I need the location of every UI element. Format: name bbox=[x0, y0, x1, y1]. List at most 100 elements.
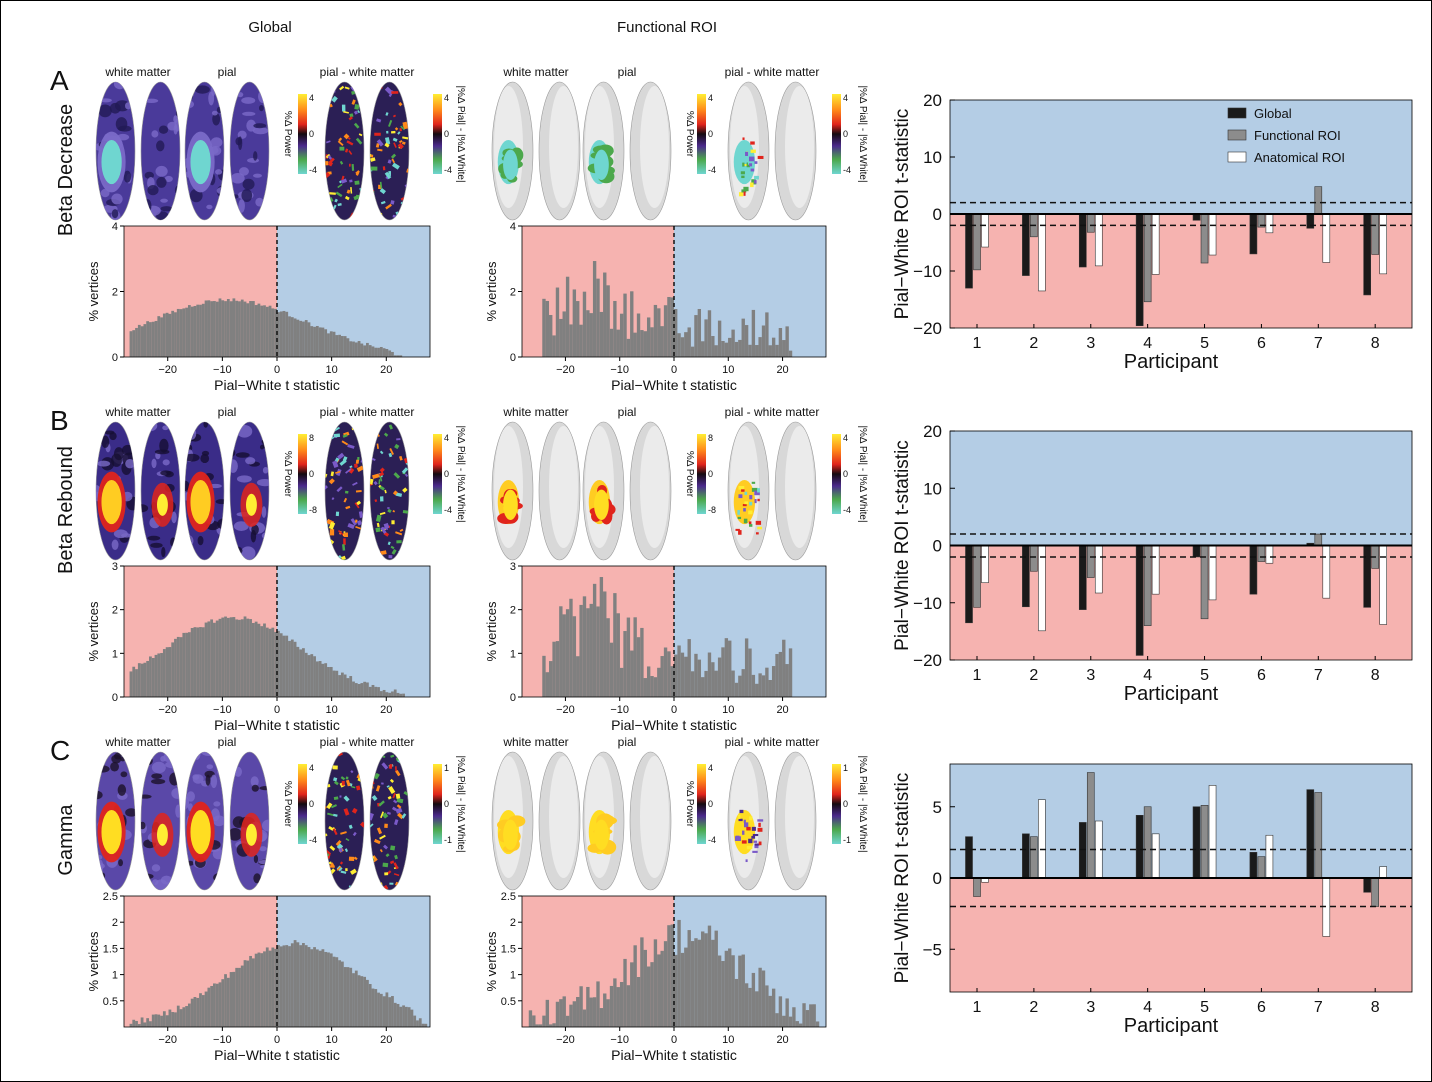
histogram-bar bbox=[663, 647, 668, 697]
texture-mark bbox=[256, 479, 269, 487]
bar-global bbox=[1249, 852, 1258, 879]
histogram-bar bbox=[416, 1020, 419, 1027]
histogram-bar bbox=[185, 307, 188, 357]
histogram-bar bbox=[755, 683, 759, 697]
texture-mark bbox=[118, 859, 123, 867]
texture-mark bbox=[253, 151, 258, 161]
x-tick-label: 10 bbox=[326, 364, 338, 376]
texture-mark bbox=[263, 755, 269, 761]
texture-mark bbox=[370, 480, 371, 486]
histogram-bar bbox=[221, 617, 225, 697]
colorbar-tick-label: 0 bbox=[309, 799, 314, 809]
colorbar-label: |%Δ Pial| - |%Δ White| bbox=[857, 425, 868, 522]
texture-mark bbox=[111, 539, 119, 550]
histogram-bar bbox=[758, 673, 762, 697]
colorbar-label: |%Δ Pial| - |%Δ White| bbox=[455, 85, 466, 182]
histogram-bar bbox=[243, 616, 247, 697]
histogram-bar bbox=[640, 330, 644, 357]
histogram-bar bbox=[343, 336, 347, 357]
histogram-bar bbox=[329, 331, 333, 357]
histogram-bar bbox=[327, 667, 330, 697]
histogram-bar bbox=[613, 593, 617, 697]
colorbar-tick-label: 8 bbox=[708, 433, 713, 443]
histogram-bar bbox=[552, 335, 556, 357]
texture-mark bbox=[378, 212, 383, 216]
texture-mark bbox=[325, 784, 331, 788]
legend-swatch bbox=[1227, 129, 1247, 141]
hemisphere-shade bbox=[640, 756, 669, 878]
texture-mark bbox=[395, 531, 403, 536]
texture-mark bbox=[205, 774, 211, 786]
texture-mark bbox=[377, 882, 383, 887]
x-tick-label: 0 bbox=[671, 1034, 677, 1046]
texture-mark bbox=[400, 83, 406, 90]
colorbar-diff bbox=[433, 764, 442, 844]
histogram-bar bbox=[549, 314, 553, 357]
texture-mark bbox=[388, 424, 394, 430]
histogram-bar bbox=[582, 291, 587, 357]
texture-mark bbox=[246, 119, 257, 132]
y-tick-label: 10 bbox=[923, 479, 942, 498]
y-tick-label: −10 bbox=[913, 594, 942, 613]
histogram-bar bbox=[393, 689, 397, 697]
texture-mark bbox=[355, 459, 360, 464]
texture-mark bbox=[331, 497, 335, 501]
texture-mark bbox=[370, 523, 372, 528]
roi-blob-core bbox=[503, 149, 518, 180]
histogram-bar bbox=[279, 633, 283, 697]
texture-mark bbox=[326, 802, 333, 810]
texture-mark bbox=[337, 452, 345, 460]
histogram-bar bbox=[151, 657, 155, 697]
histogram-bar bbox=[257, 952, 261, 1027]
histogram-bar bbox=[650, 327, 654, 357]
roi-diff-mark bbox=[750, 149, 756, 153]
histogram-bar bbox=[382, 348, 386, 357]
texture-mark bbox=[336, 866, 342, 871]
bar-global bbox=[1363, 545, 1371, 608]
roi-diff-mark bbox=[743, 819, 746, 823]
bar-anatomical bbox=[1208, 545, 1217, 601]
histogram-bar bbox=[129, 671, 133, 697]
histogram-bar bbox=[650, 962, 654, 1027]
texture-mark bbox=[171, 551, 176, 558]
y-tick-label: 20 bbox=[923, 422, 942, 441]
texture-mark bbox=[355, 525, 362, 530]
histogram-bar bbox=[149, 656, 152, 697]
texture-mark bbox=[395, 807, 403, 814]
histogram-bar bbox=[717, 320, 722, 357]
texture-mark bbox=[393, 819, 399, 826]
texture-mark bbox=[97, 460, 111, 467]
texture-mark bbox=[381, 782, 384, 785]
hemisphere-texture bbox=[370, 422, 409, 560]
histogram-bar bbox=[589, 603, 593, 697]
histogram-bar bbox=[771, 988, 776, 1027]
histogram-bar bbox=[226, 977, 230, 1027]
texture-mark bbox=[203, 422, 208, 428]
texture-mark bbox=[325, 473, 328, 478]
texture-mark bbox=[370, 157, 376, 162]
hemisphere-shade bbox=[640, 86, 669, 208]
histogram-bar bbox=[596, 606, 600, 697]
histogram-bar bbox=[335, 957, 339, 1027]
histogram-bar bbox=[565, 276, 570, 357]
texture-mark bbox=[337, 203, 342, 207]
texture-mark bbox=[330, 862, 335, 868]
activation-blob bbox=[190, 479, 211, 525]
texture-mark bbox=[239, 167, 249, 176]
texture-mark bbox=[386, 870, 392, 875]
y-tick-label: −20 bbox=[913, 651, 942, 670]
x-tick-label: 20 bbox=[776, 364, 788, 376]
roi-diff-mark bbox=[754, 843, 760, 846]
texture-mark bbox=[332, 756, 336, 761]
histogram-bar bbox=[552, 1023, 556, 1027]
colorbar-tick-label: 1 bbox=[843, 763, 848, 773]
y-tick-label: 2 bbox=[112, 917, 118, 929]
histogram-bar bbox=[623, 631, 627, 697]
y-tick-label: 1 bbox=[112, 648, 118, 660]
histogram-bar bbox=[680, 337, 685, 357]
histogram-bar bbox=[802, 1003, 806, 1027]
colorbar-diff bbox=[433, 434, 442, 514]
histogram-bar bbox=[619, 667, 624, 697]
histogram-bar bbox=[238, 967, 241, 1027]
roi-diff-mark bbox=[757, 819, 764, 822]
